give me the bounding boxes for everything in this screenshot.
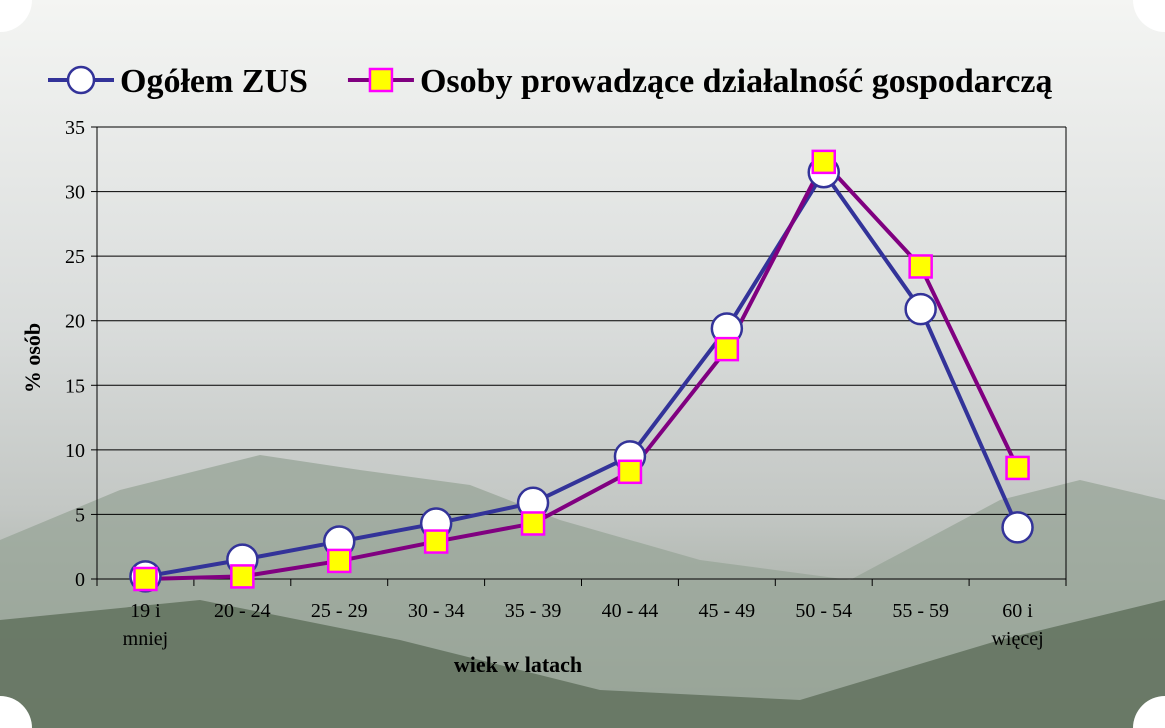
marker [906,294,936,324]
marker [619,461,641,483]
y-tick-label: 25 [65,246,85,268]
x-tick-label: 30 - 34 [408,600,465,622]
legend-label: Osoby prowadzące działalność gospodarczą [420,63,1053,100]
marker [425,531,447,553]
marker [328,550,350,572]
x-tick-label: 45 - 49 [699,600,756,622]
y-tick-label: 0 [75,569,85,591]
marker [1003,512,1033,542]
y-tick-label: 35 [65,117,85,139]
marker [716,338,738,360]
x-tick-label: 50 - 54 [795,600,852,622]
x-tick-label: 40 - 44 [602,600,659,622]
background [0,0,1165,728]
chart: % osób wiek w latach 0510152025303519 im… [0,0,1165,728]
x-tick-label: 35 - 39 [505,600,562,622]
marker [522,512,544,534]
y-tick-label: 15 [65,375,85,397]
y-tick-label: 30 [65,182,85,204]
marker [910,255,932,277]
legend-marker [68,67,94,93]
x-tick-label: 20 - 24 [214,600,271,622]
legend-label: Ogółem ZUS [120,63,308,100]
legend-marker [370,69,392,91]
marker [231,565,253,587]
y-axis-title: % osób [20,323,45,393]
marker [813,151,835,173]
x-tick-label: 25 - 29 [311,600,368,622]
x-tick-label: 55 - 59 [892,600,949,622]
marker [134,568,156,590]
y-tick-label: 20 [65,311,85,333]
y-tick-label: 5 [75,504,85,526]
marker [1007,457,1029,479]
y-tick-label: 10 [65,440,85,462]
x-axis-title: wiek w latach [454,652,582,677]
